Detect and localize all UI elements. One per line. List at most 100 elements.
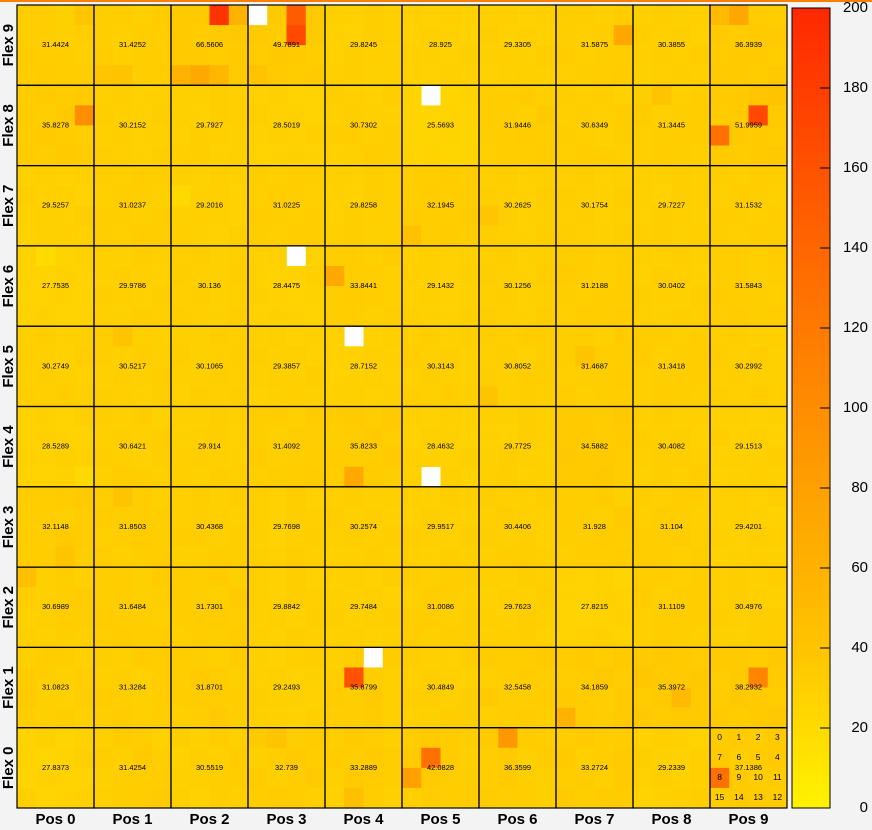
pixel [344,45,364,66]
pixel [151,65,172,86]
pixel [325,567,345,588]
pixel [286,707,307,728]
pixel [325,727,345,749]
pixel [613,386,634,407]
pixel [325,506,345,528]
pixel [36,747,56,769]
pixel [94,486,114,508]
pixel [498,707,518,728]
colorbar-segment [792,783,830,789]
pixel [594,25,615,46]
colorbar-tick-label: 140 [843,239,868,256]
module-average: 31.4687 [581,361,608,370]
colorbar-segment [792,103,830,109]
pixel [74,165,95,186]
pixel [748,667,769,688]
pixel [421,647,441,668]
pixel [382,607,403,628]
pixel [748,647,769,668]
pixel [132,466,153,488]
pixel [633,547,653,568]
pixel [498,306,518,327]
pixel [517,105,538,126]
pixel [594,727,615,749]
pixel [74,466,95,488]
pixel [190,707,210,728]
module-average: 36.3599 [504,763,531,772]
pixel [729,667,749,688]
pixel [748,727,769,749]
pixel [633,687,653,708]
pixel [55,446,76,468]
pixel [382,627,403,648]
module-average: 31.8701 [196,683,223,692]
colorbar-segment [792,768,830,774]
pixel [710,205,730,227]
pixel [767,145,788,166]
pixel [575,506,595,528]
pixel [209,687,230,708]
pixel [633,145,653,166]
pixel [151,426,172,447]
pixel [171,265,191,287]
pixel [382,5,403,26]
pixel [748,406,769,427]
pixel [171,85,191,106]
pixel [325,406,345,427]
pixel [286,45,307,66]
pixel [151,185,172,207]
pixel [633,286,653,307]
y-tick-label: Flex 3 [0,506,17,549]
pixel [74,205,95,227]
colorbar-segment [792,618,830,624]
pixel [575,326,595,347]
pixel [690,265,711,287]
colorbar-tick-label: 0 [860,799,868,816]
y-tick-label: Flex 8 [0,104,17,147]
pixel [613,647,634,668]
colorbar-segment [792,583,830,589]
pixel [36,125,56,146]
colorbar-segment [792,728,830,734]
pixel [344,165,364,186]
pixel [402,787,422,809]
pixel [575,547,595,568]
pixel [344,466,364,488]
pixel [151,466,172,488]
pixel [248,627,268,648]
pixel [459,587,480,608]
pixel [498,426,518,447]
pixel [690,506,711,528]
pixel [113,366,133,387]
pixel [132,506,153,528]
pixel [536,727,557,749]
pixel [286,326,307,347]
pixel [209,767,230,789]
pixel [74,627,95,648]
pixel [171,767,191,789]
pixel [344,486,364,508]
pixel [94,406,114,427]
pixel [171,486,191,508]
pixel [710,85,730,106]
module-average: 30.4849 [427,683,454,692]
pixel [421,5,441,26]
y-tick-label: Flex 7 [0,184,17,227]
module-average: 31.3284 [119,683,146,692]
pixel [479,145,499,166]
module-average: 29.8842 [273,602,300,611]
module-average: 29.1432 [427,281,454,290]
colorbar-segment [792,703,830,709]
pixel [74,787,95,809]
pixel [74,526,95,548]
pixel [267,547,287,568]
pixel [652,245,672,267]
pixel [171,25,191,46]
pixel [382,185,403,207]
pixel [671,25,692,46]
pixel [267,245,287,267]
y-tick-label: Flex 2 [0,586,17,629]
pixel [652,306,672,327]
pixel [729,386,749,407]
pixel [151,145,172,166]
